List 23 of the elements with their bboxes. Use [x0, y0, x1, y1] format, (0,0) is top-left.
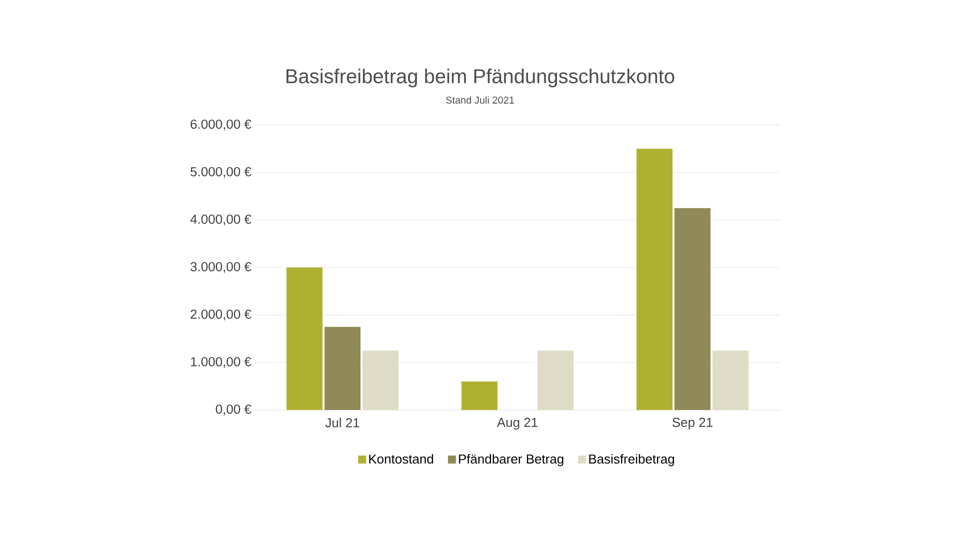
bar	[674, 208, 711, 410]
x-tick-label: Aug 21	[496, 418, 538, 430]
bar	[362, 350, 399, 410]
x-tick-label: Sep 21	[672, 418, 712, 430]
y-tick-label: 4.000,00 €	[190, 214, 252, 226]
x-tick-label: Jul 21	[325, 418, 360, 428]
y-tick-label: 2.000,00 €	[190, 310, 252, 320]
bar	[324, 326, 361, 410]
y-tick-label: 1.000,00 €	[191, 357, 252, 368]
chart-title: Basisfreibetrag beim Pfändungsschutzkonto	[286, 68, 674, 88]
bar	[286, 267, 323, 410]
bar	[462, 381, 498, 410]
y-tick-label: 6.000,00 €	[190, 120, 252, 130]
y-tick-label: 0,00 €	[216, 404, 252, 416]
legend-label: Basisfreibetrag	[589, 454, 674, 466]
bar	[538, 350, 574, 410]
bar	[636, 148, 673, 410]
legend-label: Pfändbarer Betrag	[458, 454, 564, 466]
y-tick-label: 3.000,00 €	[190, 262, 252, 273]
y-tick-label: 5.000,00 €	[190, 167, 252, 178]
bar	[712, 350, 749, 410]
chart-subtitle: Stand Juli 2021	[446, 96, 514, 104]
legend-label: Kontostand	[369, 454, 434, 464]
